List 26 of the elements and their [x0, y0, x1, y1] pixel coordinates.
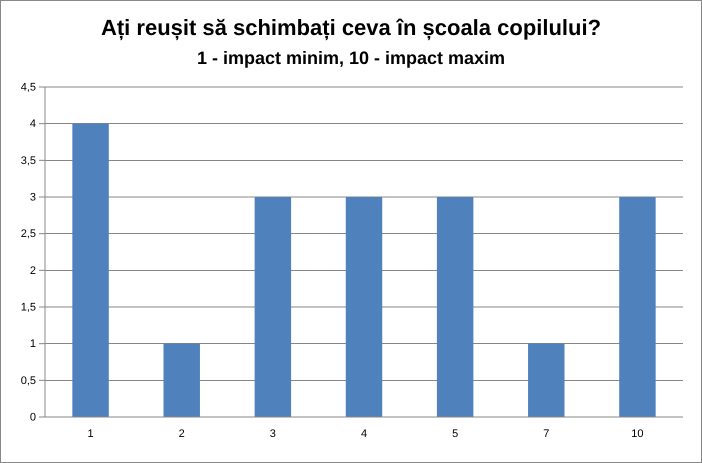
bar: [528, 344, 565, 417]
x-tick-label: 2: [178, 428, 185, 440]
y-tick-label: 4,5: [20, 82, 36, 94]
bar: [619, 197, 656, 417]
y-tick-label: 2,5: [20, 228, 36, 240]
y-tick-label: 0: [30, 412, 36, 424]
chart-title: Ați reușit să schimbați ceva în școala copilului?: [100, 15, 602, 41]
y-tick-label: 2: [30, 264, 36, 277]
y-tick-label: 1,5: [20, 302, 36, 314]
y-tick-label: 3,5: [20, 154, 36, 167]
bar: [436, 197, 474, 417]
x-tick-label: 3: [270, 428, 276, 440]
y-tick-label: 3: [30, 192, 36, 204]
bar: [163, 344, 200, 417]
y-tick-label: 4: [30, 118, 36, 130]
x-tick-label: 4: [360, 428, 368, 440]
bar: [72, 124, 109, 417]
x-tick-label: 5: [452, 428, 458, 440]
y-tick-label: 0,5: [20, 374, 36, 387]
x-tick-label: 1: [88, 428, 94, 440]
x-tick-label: 10: [631, 428, 644, 440]
x-tick-label: 7: [543, 428, 550, 440]
bar: [254, 197, 292, 417]
chart-subtitle: 1 - impact minim, 10 - impact maxim: [196, 48, 506, 68]
y-tick-label: 1: [30, 338, 36, 350]
bar: [346, 197, 382, 417]
